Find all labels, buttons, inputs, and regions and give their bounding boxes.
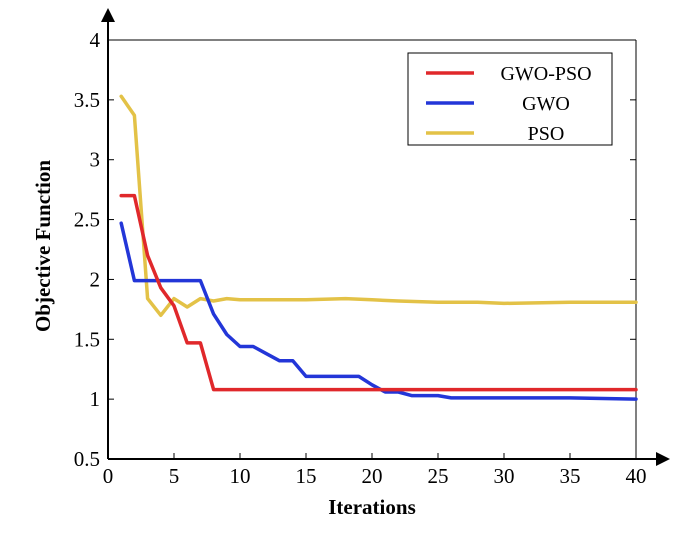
- chart-axes: [101, 8, 670, 466]
- y-tick-label: 3: [90, 148, 101, 172]
- x-tick-label: 25: [428, 464, 449, 488]
- y-axis-title: Objective Function: [31, 160, 55, 332]
- legend-label-gwo-pso: GWO-PSO: [500, 63, 591, 85]
- x-tick-label: 35: [560, 464, 581, 488]
- y-tick-label: 0.5: [74, 447, 100, 471]
- x-ticks: 0 5 10 15 20 25 30 35 40: [103, 453, 647, 488]
- y-tick-label: 2.5: [74, 208, 100, 232]
- y-tick-label: 3.5: [74, 88, 100, 112]
- legend-box: [407, 52, 613, 146]
- x-tick-label: 20: [362, 464, 383, 488]
- y-tick-label: 2: [90, 267, 101, 291]
- y-tick-label: 1.5: [74, 327, 100, 351]
- series-lines: [119, 94, 638, 401]
- legend-label-gwo: GWO: [522, 93, 570, 115]
- y-tick-label: 1: [90, 387, 101, 411]
- x-tick-label: 5: [169, 464, 180, 488]
- legend: GWO-PSO GWO PSO: [407, 52, 613, 146]
- x-tick-label: 30: [494, 464, 515, 488]
- legend-label-pso: PSO: [528, 123, 565, 145]
- x-axis-title: Iterations: [328, 495, 416, 519]
- series-line-pso: [119, 94, 638, 318]
- x-tick-label: 40: [626, 464, 647, 488]
- y-ticks: 0.5 1 1.5 2 2.5 3 3.5 4: [74, 28, 636, 471]
- x-tick-label: 10: [230, 464, 251, 488]
- x-axis-arrow-icon: [656, 452, 670, 466]
- x-tick-label: 15: [296, 464, 317, 488]
- series-line-gwo: [119, 221, 638, 401]
- y-axis-arrow-icon: [101, 8, 115, 22]
- series-line-gwo-pso: [119, 193, 638, 392]
- x-tick-label: 0: [103, 464, 114, 488]
- y-tick-label: 4: [90, 28, 101, 52]
